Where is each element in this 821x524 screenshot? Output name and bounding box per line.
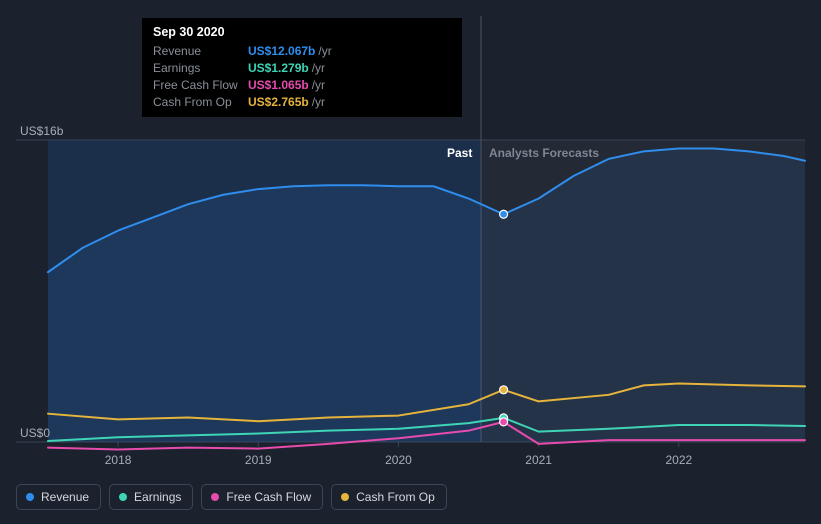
chart-container: US$0 US$16b 2018 2019 2020 2021 2022 Past Ana… (0, 0, 821, 524)
x-axis-tick-label: 2022 (665, 453, 692, 467)
legend-item-free-cash-flow[interactable]: Free Cash Flow (201, 484, 323, 510)
x-axis-tick-label: 2021 (525, 453, 552, 467)
tooltip-row-label: Earnings (153, 61, 248, 75)
legend-swatch (119, 493, 127, 501)
section-label-forecast: Analysts Forecasts (489, 146, 599, 160)
tooltip-row-label: Revenue (153, 44, 248, 58)
chart-area[interactable]: US$0 US$16b 2018 2019 2020 2021 2022 Past Ana… (0, 0, 821, 524)
tooltip-row: Cash From OpUS$2.765b/yr (153, 93, 451, 110)
tooltip-row: Free Cash FlowUS$1.065b/yr (153, 76, 451, 93)
legend-item-earnings[interactable]: Earnings (109, 484, 193, 510)
tooltip-row-label: Free Cash Flow (153, 78, 248, 92)
legend-label: Earnings (134, 490, 181, 504)
legend-swatch (341, 493, 349, 501)
tooltip-row-label: Cash From Op (153, 95, 248, 109)
legend: Revenue Earnings Free Cash Flow Cash From O… (16, 484, 447, 510)
tooltip-title: Sep 30 2020 (153, 25, 451, 42)
x-axis-tick-label: 2020 (385, 453, 412, 467)
x-axis-tick-label: 2018 (105, 453, 132, 467)
tooltip-row-unit: /yr (312, 95, 325, 109)
tooltip-row-unit: /yr (312, 78, 325, 92)
hover-tooltip: Sep 30 2020 RevenueUS$12.067b/yrEarnings… (142, 18, 462, 117)
legend-swatch (211, 493, 219, 501)
legend-swatch (26, 493, 34, 501)
tooltip-row-unit: /yr (318, 44, 331, 58)
tooltip-row-value: US$12.067b (248, 44, 315, 58)
y-axis-tick-label: US$0 (20, 426, 50, 440)
legend-label: Revenue (41, 490, 89, 504)
tooltip-row-value: US$2.765b (248, 95, 309, 109)
section-label-past: Past (447, 146, 472, 160)
y-axis-tick-label: US$16b (20, 124, 63, 138)
tooltip-row: RevenueUS$12.067b/yr (153, 42, 451, 59)
x-axis-tick-label: 2019 (245, 453, 272, 467)
tooltip-row-value: US$1.065b (248, 78, 309, 92)
legend-label: Cash From Op (356, 490, 435, 504)
legend-item-revenue[interactable]: Revenue (16, 484, 101, 510)
tooltip-row-unit: /yr (312, 61, 325, 75)
tooltip-row: EarningsUS$1.279b/yr (153, 59, 451, 76)
legend-label: Free Cash Flow (226, 490, 311, 504)
legend-item-cash-from-op[interactable]: Cash From Op (331, 484, 447, 510)
tooltip-row-value: US$1.279b (248, 61, 309, 75)
